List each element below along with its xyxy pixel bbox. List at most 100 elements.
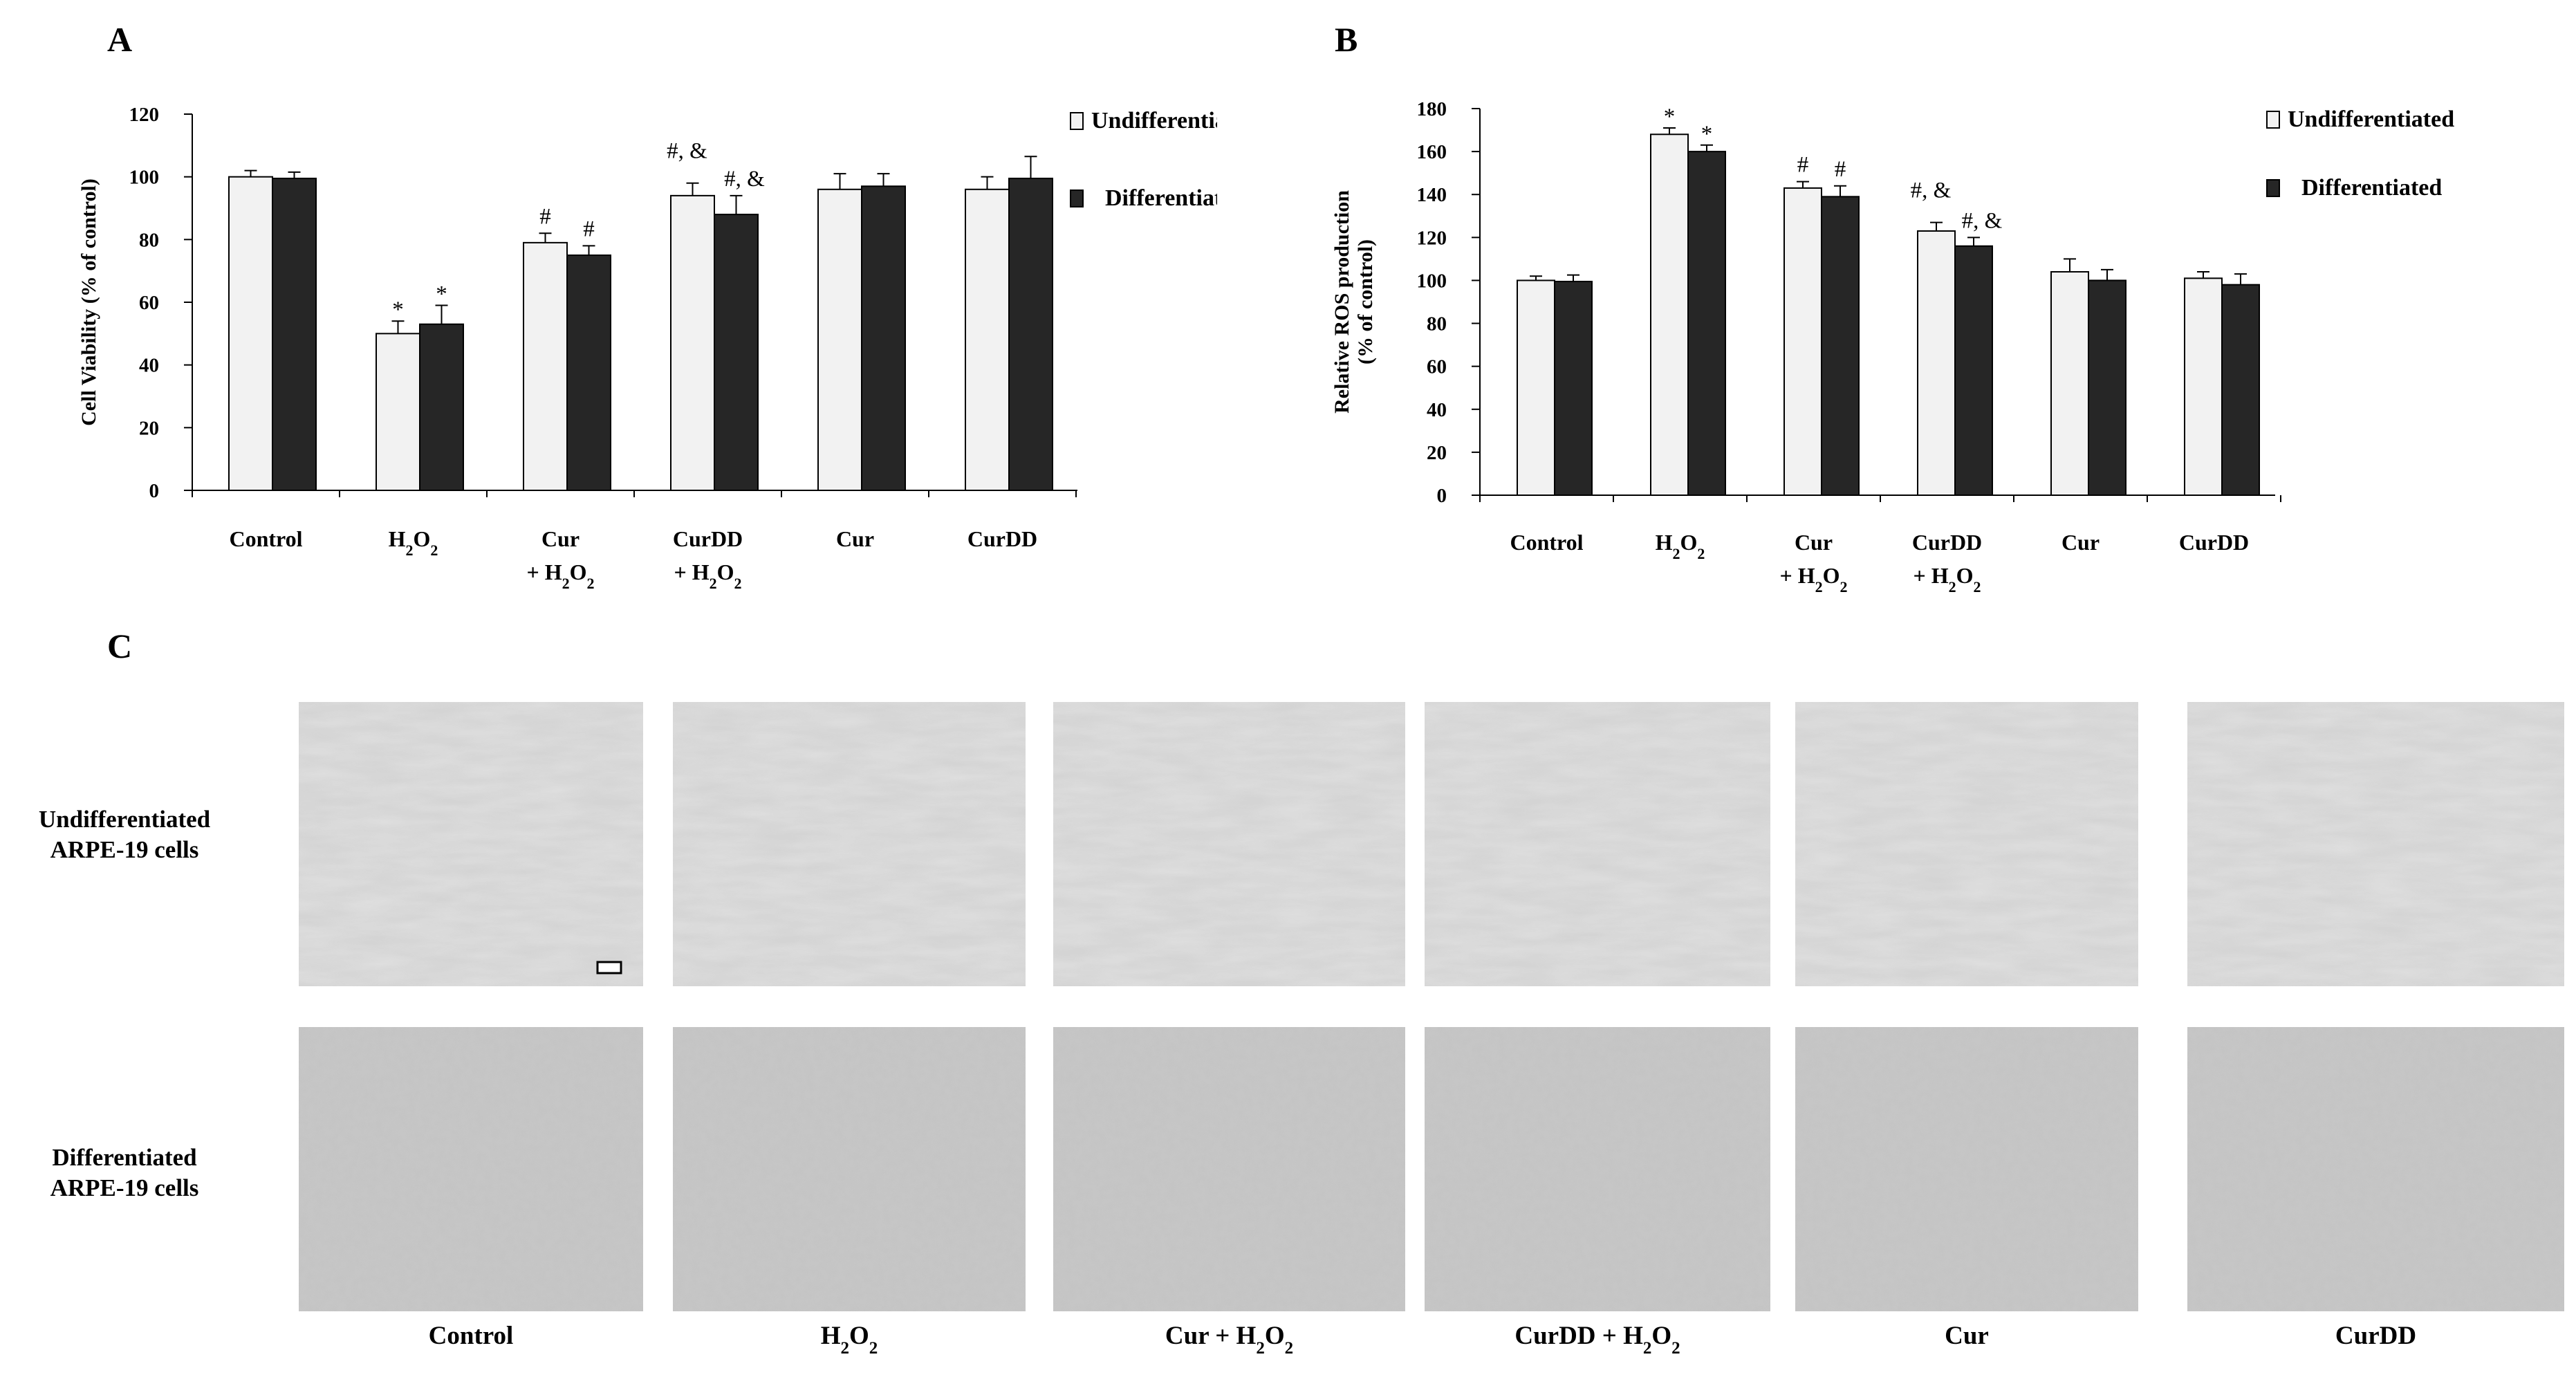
- chart-a-bar-undiff-0: [228, 176, 273, 492]
- column-label-1: H2O2: [821, 1322, 878, 1358]
- chart-b-bar-diff-4: [2088, 279, 2126, 496]
- chart-b-bar-undiff-2: [1783, 187, 1822, 496]
- chart-a-bar-diff-5: [1008, 177, 1053, 491]
- row-label-0: Undifferentiated ARPE-19 cells: [39, 806, 211, 863]
- chart-a-y-axis-label: Cell Viability (% of control): [77, 178, 100, 426]
- chart-a-viability: 0 20 40 60 80 100 120 Cell Viability (% of cont…: [77, 104, 1217, 592]
- chart-b-legend-swatch-0: [2266, 111, 2280, 129]
- chart-b-bar-undiff-4: [2050, 271, 2089, 496]
- chart-b-sig-label-1-3: #, &: [1962, 208, 2003, 233]
- chart-a-cat-label-4: Cur: [836, 526, 874, 551]
- chart-b-y-tick-label-3: 60: [1427, 356, 1447, 378]
- chart-a-legend-label-0: Undifferentiated: [1091, 108, 1217, 133]
- chart-b-sig-label-1-1: *: [1701, 122, 1713, 147]
- micrograph-texture-0-1: [673, 702, 1026, 986]
- chart-a-sig-label-0-3: #, &: [667, 139, 707, 164]
- chart-b-legend-label-0: Undifferentiated: [2288, 107, 2454, 132]
- chart-a-bar-undiff-2: [523, 241, 568, 491]
- chart-b-y-tick-label-7: 140: [1417, 184, 1447, 206]
- chart-b-bar-undiff-3: [1917, 230, 1956, 496]
- chart-a-y-tick-label-3: 60: [139, 292, 159, 314]
- chart-b-y-axis-label: Relative ROS production(% of control): [1331, 190, 1377, 414]
- micrograph-texture-1-3: [1425, 1027, 1770, 1311]
- column-label-2: Cur + H2O2: [1165, 1322, 1293, 1358]
- chart-b-sig-label-0-2: #: [1797, 153, 1809, 178]
- chart-a-l2-cat-label-3: + H2O2: [674, 560, 741, 592]
- chart-b-y-tick-label-6: 120: [1417, 227, 1447, 249]
- chart-b-bar-diff-2: [1821, 196, 1860, 496]
- micrograph-texture-0-5: [2187, 702, 2564, 986]
- chart-a-cat-label-0: Control: [229, 526, 302, 551]
- chart-b-y-tick-label-5: 100: [1417, 270, 1447, 292]
- panel-label-a: A: [107, 20, 133, 59]
- micrograph-texture-1-4: [1795, 1027, 2138, 1311]
- chart-b-y-tick-label-9: 180: [1417, 98, 1447, 120]
- chart-a-legend-label-1: Differentiated: [1105, 185, 1217, 211]
- chart-a-cat-label-5: CurDD: [967, 526, 1037, 551]
- chart-a-sig-label-1-2: #: [583, 216, 595, 241]
- chart-b-l2-cat-label-3: + H2O2: [1913, 563, 1981, 595]
- row-label-1: Differentiated ARPE-19 cells: [50, 1144, 199, 1201]
- chart-b-sig-label-0-3: #, &: [1911, 178, 1952, 203]
- chart-b-cat-label-3: CurDD: [1912, 530, 1982, 555]
- chart-a-legend-swatch-0: [1070, 112, 1084, 130]
- chart-a-bar-undiff-5: [965, 188, 1010, 491]
- chart-b-bar-diff-3: [1954, 245, 1993, 496]
- chart-a-y-tick-label-6: 120: [129, 104, 160, 126]
- chart-b-sig-label-0-1: *: [1664, 104, 1676, 129]
- chart-a-y-tick-label-1: 20: [139, 417, 159, 439]
- chart-a-bar-diff-4: [861, 185, 906, 491]
- chart-a-y-tick-label-4: 80: [139, 229, 159, 251]
- chart-b-sig-label-1-2: #: [1835, 157, 1846, 182]
- panel-label-c: C: [107, 627, 133, 665]
- chart-a-l2-cat-label-2: + H2O2: [526, 560, 594, 592]
- column-label-0: Control: [429, 1322, 514, 1350]
- column-label-4: Cur: [1945, 1322, 1989, 1350]
- chart-b-y-tick-label-8: 160: [1417, 141, 1447, 163]
- column-label-3: CurDD + H2O2: [1514, 1322, 1680, 1358]
- micrograph-texture-1-2: [1053, 1027, 1405, 1311]
- chart-b-cat-label-2: Cur: [1795, 530, 1833, 555]
- chart-a-bar-diff-2: [566, 255, 611, 491]
- chart-b-y-tick-label-2: 40: [1427, 399, 1447, 421]
- chart-a-cat-label-2: Cur: [541, 526, 580, 551]
- micrograph-texture-1-5: [2187, 1027, 2564, 1311]
- chart-a-legend-swatch-1: [1070, 190, 1084, 207]
- chart-a-y-tick-label-2: 40: [139, 355, 159, 377]
- chart-a-y-tick-label-0: 0: [149, 480, 160, 502]
- micrograph-panel: Undifferentiated ARPE-19 cells Differentia…: [39, 702, 2564, 1358]
- panel-label-b: B: [1335, 20, 1358, 59]
- chart-b-legend-swatch-1: [2266, 179, 2280, 197]
- chart-b-y-tick-label-0: 0: [1437, 485, 1447, 507]
- chart-a-sig-label-1-3: #, &: [724, 167, 765, 192]
- chart-b-bar-diff-5: [2221, 284, 2260, 496]
- column-label-5: CurDD: [2335, 1322, 2416, 1350]
- chart-a-bar-diff-0: [272, 177, 317, 491]
- chart-b-l2-cat-label-2: + H2O2: [1779, 563, 1847, 595]
- micrograph-texture-0-3: [1425, 702, 1770, 986]
- chart-b-legend-label-1: Differentiated: [2301, 175, 2442, 201]
- chart-a-cat-label-1: H2O2: [389, 526, 438, 559]
- chart-b-bar-undiff-5: [2184, 277, 2223, 496]
- chart-a-sig-label-0-2: #: [539, 204, 551, 229]
- micrograph-texture-1-0: [299, 1027, 643, 1311]
- scale-bar: [596, 961, 622, 974]
- chart-a-bar-undiff-3: [670, 194, 715, 491]
- chart-a-bar-undiff-1: [376, 333, 420, 492]
- micrograph-texture-1-1: [673, 1027, 1026, 1311]
- chart-b-cat-label-1: H2O2: [1656, 530, 1705, 562]
- micrograph-texture-0-2: [1053, 702, 1405, 986]
- chart-a-sig-label-0-1: *: [392, 297, 404, 322]
- micrograph-texture-0-0: [299, 702, 643, 986]
- chart-a-bar-diff-1: [419, 323, 464, 491]
- chart-b-bar-undiff-0: [1517, 279, 1555, 496]
- chart-b-y-tick-label-1: 20: [1427, 442, 1447, 464]
- chart-a-sig-label-1-1: *: [436, 282, 447, 307]
- chart-a-bar-diff-3: [714, 214, 759, 491]
- chart-a-bar-undiff-4: [817, 188, 862, 491]
- chart-a-y-tick-label-5: 100: [129, 167, 160, 189]
- chart-b-cat-label-4: Cur: [2061, 530, 2100, 555]
- chart-b-cat-label-5: CurDD: [2179, 530, 2249, 555]
- chart-b-bar-diff-1: [1687, 151, 1726, 496]
- micrograph-texture-0-4: [1795, 702, 2138, 986]
